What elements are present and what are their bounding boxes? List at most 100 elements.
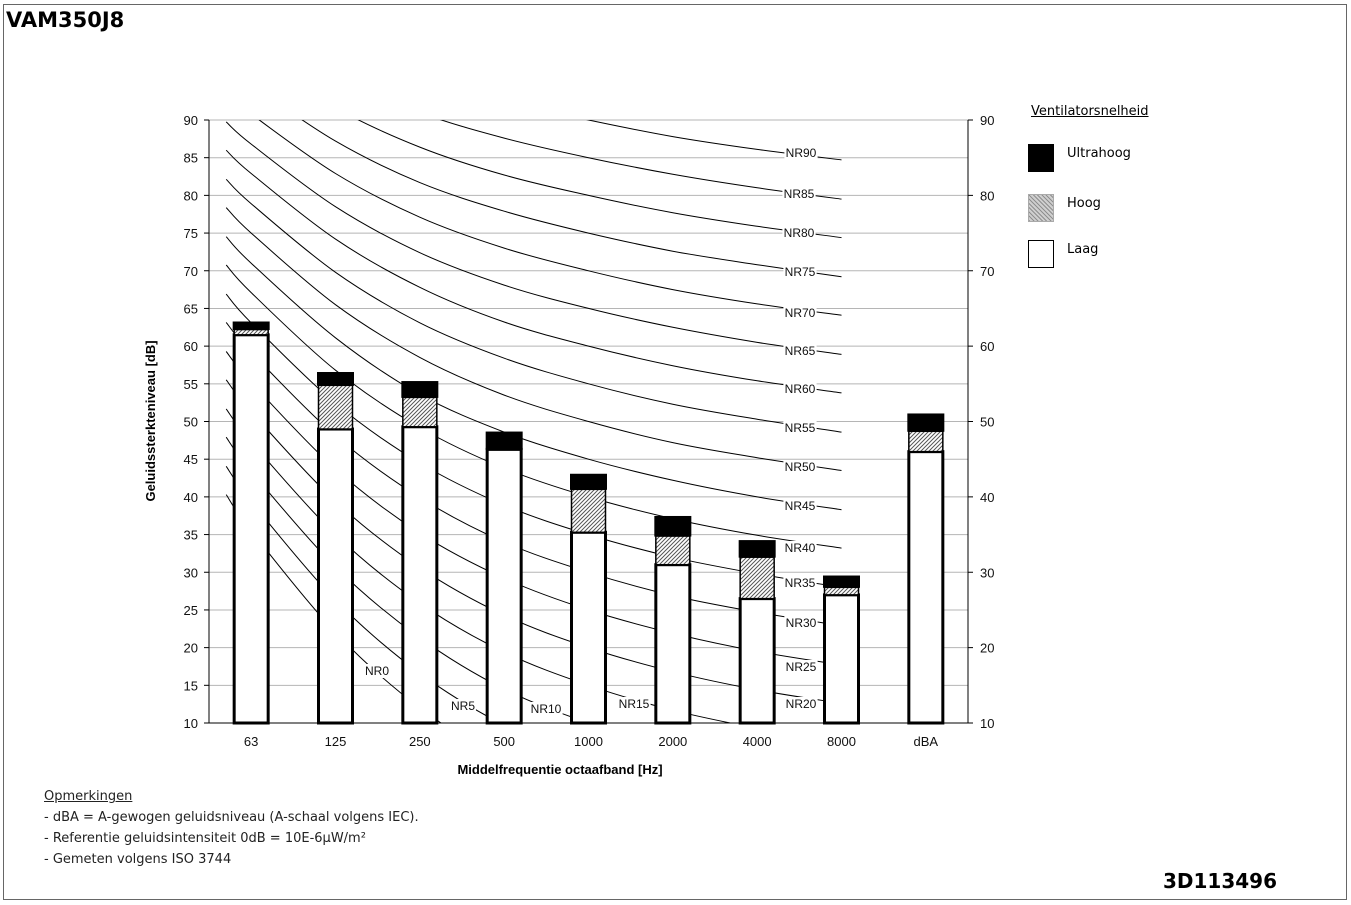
bar-ultrahoog [907,413,945,432]
y-tick-label: 25 [184,603,198,618]
nr-label-bg [529,702,563,716]
nr-curve-label: NR25 [786,660,817,674]
bar-laag [485,447,523,725]
nr-label-bg [783,382,817,396]
y2-tick-label: 30 [980,565,994,580]
y-tick-label: 50 [184,415,198,430]
nr-curve-label: NR40 [785,541,816,555]
legend: Ventilatorsnelheid Ultrahoog Hoog Laag [1028,104,1149,268]
nr-curve-label: NR20 [786,697,817,711]
nr-label-bg [784,146,818,160]
x-tick-label: 4000 [743,734,772,749]
y-tick-label: 30 [184,565,198,580]
bar-hoog [655,535,691,566]
nr-curve [225,121,842,355]
note-line: - Referentie geluidsintensiteit 0dB = 10… [44,831,366,846]
y-tick-label: 35 [184,528,198,543]
tick-labels: 10 15 20 25 30 35 40 45 50 55 60 65 70 75 80 85 90 10 20 30… [184,113,995,749]
y-axis-label: Geluidssterkteniveau [dB] [143,340,158,501]
notes: Opmerkingen - dBA = A-gewogen geluidsniv… [44,786,419,870]
nr-curve-label: NR50 [785,460,816,474]
nr-label-bg [784,660,818,674]
bar-ultrahoog [232,321,270,331]
y-tick-label: 85 [184,151,198,166]
nr-curve-label: NR90 [786,146,817,160]
bar-laag [232,333,270,725]
x-tick-label: 1000 [574,734,603,749]
bar-hoog [402,396,438,428]
nr-curve-label: NR35 [785,576,816,590]
nr-curve [439,120,842,200]
bar-ultrahoog [485,431,523,450]
nr-curve [225,149,842,394]
nr-label-bg [784,616,818,630]
page-frame [3,4,1347,900]
model-title: VAM350J8 [6,8,125,32]
nr-curve-label: NR80 [784,226,815,240]
y2-tick-label: 40 [980,490,994,505]
bar-hoog [823,586,860,596]
x-tick-label: dBA [914,734,939,749]
nr-label-bg [783,499,817,513]
bar-laag [317,427,354,725]
y2-tick-label: 20 [980,641,994,656]
y-tick-label: 15 [184,678,198,693]
nr-curve-label: NR15 [619,697,650,711]
nr-label-bg [783,541,817,555]
nr-curve-label: NR0 [365,664,389,678]
nr-curve [258,120,842,316]
bar-hoog [570,488,607,534]
nr-label-bg [782,226,816,240]
nr-curve [225,466,501,723]
legend-label: Laag [1067,241,1099,257]
nr-label-bg [364,664,390,678]
nr-curve [357,120,842,239]
nr-label-bg [617,697,651,711]
y2-tick-label: 10 [980,716,994,731]
bar-laag [823,593,860,725]
bar-ultrahoog [317,372,354,386]
y-tick-label: 65 [184,301,198,316]
bar-laag [401,425,439,725]
nr-label-bg [450,699,476,713]
legend-swatch-hatched [1028,194,1054,222]
bar-laag [907,450,945,725]
nr-label-bg [783,344,817,358]
nr-label-bg [784,697,818,711]
x-tick-label: 125 [325,734,347,749]
nr-curve-label: NR10 [531,702,562,716]
bar-hoog [908,430,944,453]
bar-laag [654,563,692,725]
nr-curve-label: NR85 [784,187,815,201]
bar-ultrahoog [823,575,860,588]
nr-label-bg [783,421,817,435]
document-code: 3D113496 [1163,869,1278,893]
x-tick-label: 63 [244,734,258,749]
y-tick-label: 40 [184,490,198,505]
bar-hoog [317,384,354,430]
y-tick-label: 20 [184,641,198,656]
y-tick-label: 80 [184,188,198,203]
y-tick-label: 60 [184,339,198,354]
bars [232,321,945,725]
y-tick-label: 45 [184,452,198,467]
nr-curve [301,120,842,278]
legend-title: Ventilatorsnelheid [1031,104,1149,119]
nr-curve-labels: NR0 NR5 NR10 NR15 NR20 NR25 NR30 NR35 NR40 NR45 NR… [364,146,818,716]
bar-ultrahoog [654,515,692,537]
nr-curve-label: NR45 [785,499,816,513]
nr-curve [225,207,842,471]
bar-hoog [739,556,775,600]
legend-item-hoog: Hoog [1028,194,1101,222]
nr-curve-label: NR70 [785,306,816,320]
y2-tick-label: 70 [980,264,994,279]
legend-swatch-solid [1028,144,1054,172]
nr-curve-label: NR60 [785,382,816,396]
nr-curve-label: NR75 [785,265,816,279]
x-tick-label: 250 [409,734,431,749]
nr-curve [586,120,842,161]
bar-laag [570,530,607,725]
x-axis-label: Middelfrequentie octaafband [Hz] [457,762,662,777]
y2-tick-label: 80 [980,188,994,203]
